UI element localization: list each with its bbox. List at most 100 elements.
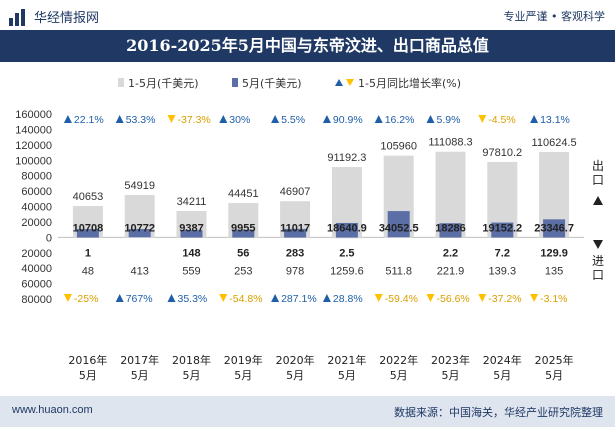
export-yoy-label: 22.1% [74,114,104,126]
export-month-label: 18640.9 [327,222,367,234]
y-tick-label: 100000 [15,155,52,167]
export-month-bar [284,228,307,238]
import-yoy-label: -54.8% [229,293,262,305]
export-yoy-up-icon [322,115,331,123]
export-month-label: 34052.5 [379,222,419,234]
import-yoy-label: 35.3% [178,293,208,305]
legend-label-month: 5月(千美元) [242,77,302,90]
legend: 1-5月(千美元) 5月(千美元) 1-5月同比增长率(%) [118,76,461,90]
bar-chart-logo-icon [9,8,25,26]
x-tick-label: 2018年 5月 [172,353,211,382]
import-yoy-up-icon [115,294,124,302]
data-labels: 406531070814822.1%-25%549191077241353.3%… [63,114,577,305]
x-tick-label: 2016年 5月 [68,353,107,382]
import-yoy-down-icon [530,294,539,302]
import-month-label: 2.5 [339,247,354,259]
import-cumulative-label: 48 [82,265,94,277]
y-tick-label: 60000 [21,186,52,198]
footer-bar [0,396,615,427]
import-yoy-up-icon [167,294,176,302]
legend-up-triangle-icon [335,79,343,86]
export-month-bar [335,222,358,238]
import-yoy-down-icon [478,294,487,302]
import-month-label: 1 [85,247,91,259]
import-month-label: 2.2 [443,247,458,259]
export-cumulative-label: 110624.5 [532,137,577,149]
export-yoy-label: -37.3% [178,114,211,126]
import-cumulative-bar [124,237,155,238]
export-month-label: 9955 [231,222,255,234]
import-cumulative-label: 253 [234,265,252,277]
import-month-label: 7.2 [495,247,510,259]
x-tick-label: 2017年 5月 [120,353,159,382]
export-yoy-label: -4.5% [488,114,515,126]
export-yoy-label: 90.9% [333,114,363,126]
export-month-bar [543,219,566,238]
import-cumulative-bar [383,237,414,238]
export-yoy-label: 16.2% [385,114,415,126]
export-yoy-up-icon [426,115,435,123]
export-cumulative-label: 44451 [228,188,259,200]
import-cumulative-label: 511.8 [385,265,412,277]
export-yoy-label: 30% [229,114,250,126]
export-cumulative-label: 105960 [380,141,417,153]
import-month-label: 283 [286,247,304,259]
export-yoy-label: 13.1% [540,114,570,126]
import-yoy-label: 28.8% [333,293,363,305]
x-tick-label: 2023年 5月 [431,353,470,382]
svg-text:进: 进 [592,254,604,268]
export-yoy-down-icon [167,115,176,123]
import-yoy-down-icon [63,294,72,302]
export-month-bar [439,223,462,238]
y-tick-label: 140000 [15,124,52,136]
import-yoy-label: 767% [126,293,153,305]
export-yoy-up-icon [530,115,539,123]
x-tick-label: 2022年 5月 [379,353,418,382]
legend-swatch-cumulative [118,78,124,87]
export-month-bar [180,230,203,238]
import-yoy-down-icon [219,294,228,302]
export-cumulative-label: 97810.2 [482,147,522,159]
svg-text:口: 口 [592,173,604,187]
export-month-bar [232,229,255,238]
export-yoy-label: 5.9% [437,114,461,126]
bars [72,151,570,239]
export-yoy-up-icon [115,115,124,123]
import-cumulative-label: 413 [131,265,149,277]
x-tick-label: 2024年 5月 [483,353,522,382]
import-yoy-label: 287.1% [281,293,317,305]
import-cumulative-label: 139.3 [489,265,517,277]
chart-title: 2016-2025年5月中国与东帝汶进、出口商品总值 [126,36,489,55]
export-month-bar [491,222,514,238]
import-yoy-up-icon [271,294,280,302]
side-label-export: 出口 [592,159,604,187]
import-yoy-label: -25% [74,293,99,305]
bar-chart: 1-5月(千美元) 5月(千美元) 1-5月同比增长率(%) 80000 60000 4… [15,76,604,382]
export-yoy-up-icon [271,115,280,123]
export-month-label: 11017 [280,222,310,234]
x-tick-label: 2020年 5月 [276,353,315,382]
export-cumulative-label: 34211 [177,196,207,208]
svg-text:出: 出 [592,159,604,173]
y-tick-label: 0 [46,232,52,244]
export-yoy-label: 5.5% [281,114,305,126]
x-tick-label: 2019年 5月 [224,353,263,382]
footer-url: www.huaon.com [12,404,93,416]
import-yoy-down-icon [374,294,383,302]
import-cumulative-label: 978 [286,265,304,277]
legend-down-triangle-icon [346,79,354,86]
title-bar [0,30,615,62]
export-cumulative-label: 111088.3 [428,137,472,149]
export-month-bar [76,229,99,238]
import-yoy-up-icon [322,294,331,302]
export-yoy-label: 53.3% [126,114,156,126]
svg-text:口: 口 [592,268,604,282]
import-month-label: 56 [237,247,249,259]
export-month-bar [387,211,410,238]
export-cumulative-label: 54919 [124,180,155,192]
footer-source: 数据来源：中国海关，华经产业研究院整理 [394,406,603,419]
legend-label-yoy: 1-5月同比增长率(%) [358,76,461,90]
export-yoy-up-icon [219,115,228,123]
